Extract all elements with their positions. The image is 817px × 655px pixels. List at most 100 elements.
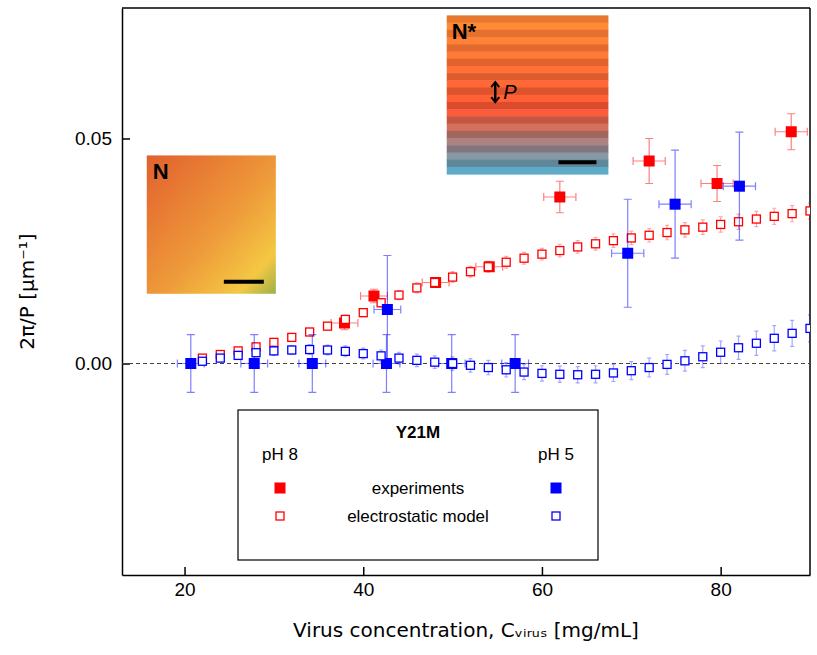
legend-label: electrostatic model [347,507,489,526]
frame [809,8,811,575]
data-point [306,346,314,354]
inset-label: P [503,81,517,103]
insets: N N* P [147,15,609,293]
error-bar [432,278,440,287]
data-point [556,247,564,255]
inset-stripe [447,80,609,88]
inset-stripe [447,109,609,117]
data-point [288,346,296,354]
tick-label: 80 [711,579,732,600]
tick-label: 40 [353,579,374,600]
data-point [752,215,760,223]
data-point [466,268,474,276]
inset-stripe [447,88,609,96]
inset-stripe [447,116,609,124]
data-point [377,352,385,360]
data-point [341,347,349,355]
x-axis: 20406080 [123,567,811,600]
error-bars [200,315,810,383]
data-point [270,338,278,346]
legend: Y21MpH 8pH 5experimentselectrostatic mod… [238,410,598,560]
data-point [699,223,707,231]
data-point [645,364,653,372]
tick: 80 [711,567,732,600]
data-point [359,350,367,358]
plot-area [177,114,810,393]
data-point [609,369,617,377]
scale-bar [558,160,596,164]
data-point [786,126,797,137]
data-point [413,284,421,292]
y-axis: 0.000.05 [75,9,130,576]
data-point [699,353,707,361]
data-point [627,234,635,242]
inset-stripe [447,51,609,59]
series [177,132,755,392]
data-point [806,324,810,332]
data-point [770,334,778,342]
inset-stripe [447,145,609,153]
data-point [770,212,778,220]
data-point [645,231,653,239]
data-point [592,370,600,378]
data-point [663,360,671,368]
inset-stripe [447,66,609,74]
inset-stripe [447,131,609,139]
markers [185,181,745,369]
data-point [341,315,349,323]
data-point [663,229,671,237]
inset-stripe [447,73,609,81]
inset-label: N [153,159,169,184]
data-point [788,329,796,337]
inset-stripe [447,59,609,67]
data-point [431,279,439,287]
data-point [735,344,743,352]
legend-box [238,410,598,560]
data-point [520,368,528,376]
inset-stripe [447,160,609,168]
inset-stripe [447,167,609,175]
data-point [622,248,633,259]
data-point [574,371,582,379]
period-arrow-head [491,82,499,102]
data-point [216,354,224,362]
series [198,203,810,362]
x-axis-title: Virus concentration, Cᵥᵢᵣᵤₛ [mg/mL] [293,618,639,642]
markers [339,126,797,328]
data-point [752,339,760,347]
inset-stripe [447,102,609,110]
inset-image [147,155,276,293]
data-point [520,254,528,262]
legend-title: Y21M [396,423,440,442]
data-point [735,218,743,226]
data-point [502,366,510,374]
tick-mark [122,138,130,140]
data-point [502,258,510,266]
data-point [681,357,689,365]
series [331,114,807,330]
data-point [806,207,810,215]
data-point [382,304,393,315]
data-point [324,322,332,330]
data-point [717,348,725,356]
data-point [554,192,565,203]
data-point [413,356,421,364]
data-point [627,367,635,375]
error-bar [448,335,456,393]
error-bar [485,262,493,271]
data-point [538,369,546,377]
data-point [574,243,582,251]
inset-stripe [447,95,609,103]
data-point [592,240,600,248]
data-point [484,364,492,372]
data-point [446,358,457,369]
legend-marker [276,512,284,520]
y-axis-title: 2π/P [μm⁻¹] [15,233,39,349]
legend-marker [275,483,286,494]
data-point [234,351,242,359]
inset-label: N* [452,19,477,44]
tick-label: 60 [532,579,553,600]
data-point [670,199,681,210]
markers [198,207,810,362]
tick: 60 [532,567,553,600]
